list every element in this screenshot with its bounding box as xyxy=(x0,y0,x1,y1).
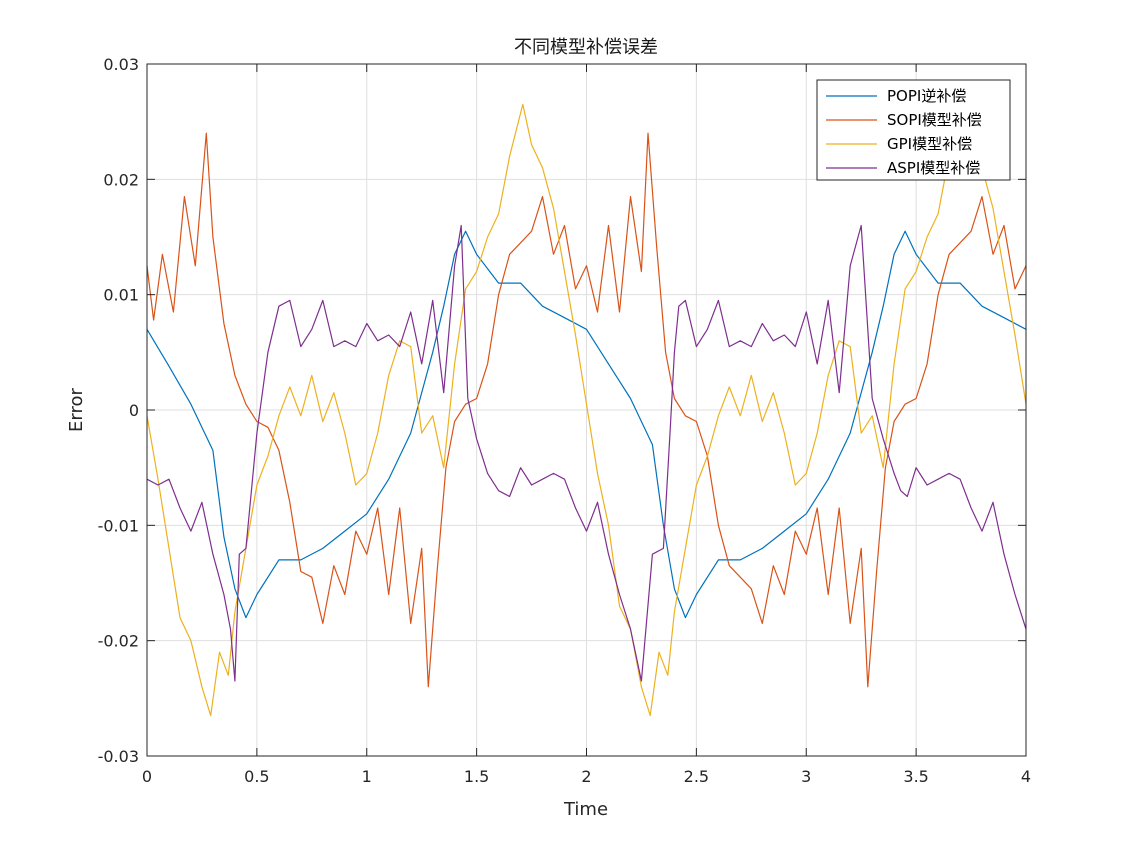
y-tick-label: 0.02 xyxy=(103,170,139,189)
series-line-3 xyxy=(146,103,1027,717)
x-tick-label: 0.5 xyxy=(244,767,269,786)
x-tick-label: 1 xyxy=(362,767,372,786)
series-line-4 xyxy=(146,224,1027,682)
y-tick-label: -0.03 xyxy=(98,747,139,766)
x-axis-ticks: 0 0.5 1 1.5 2 2.5 3 3.5 4 xyxy=(142,64,1031,786)
legend-box xyxy=(816,79,1011,181)
x-axis-label: Time xyxy=(563,799,608,820)
y-axis-label: Error xyxy=(66,387,87,431)
legend: POPI逆补偿 SOPI模型补偿 GPI模型补偿 ASPI模型补偿 xyxy=(816,79,1011,181)
x-tick-label: 3.5 xyxy=(903,767,928,786)
x-tick-label: 2.5 xyxy=(684,767,709,786)
x-tick-label: 1.5 xyxy=(464,767,489,786)
y-tick-label: 0.01 xyxy=(103,286,139,305)
y-tick-label: 0.03 xyxy=(103,55,139,74)
legend-label: SOPI模型补偿 xyxy=(887,111,982,129)
y-tick-label: -0.01 xyxy=(98,516,139,535)
series-line-2 xyxy=(146,132,1027,688)
x-tick-label: 0 xyxy=(142,767,152,786)
y-axis-ticks: -0.03 -0.02 -0.01 0 0.01 0.02 0.03 xyxy=(98,55,1026,766)
chart-title: 不同模型补偿误差 xyxy=(514,37,658,58)
x-tick-label: 3 xyxy=(801,767,811,786)
series-line-1 xyxy=(146,230,1027,619)
x-tick-label: 2 xyxy=(581,767,591,786)
y-tick-label: 0 xyxy=(129,401,139,420)
legend-label: GPI模型补偿 xyxy=(887,135,972,153)
legend-label: ASPI模型补偿 xyxy=(887,159,980,177)
series-layer xyxy=(146,103,1027,717)
legend-label: POPI逆补偿 xyxy=(887,87,966,105)
y-tick-label: -0.02 xyxy=(98,632,139,651)
x-tick-label: 4 xyxy=(1021,767,1031,786)
